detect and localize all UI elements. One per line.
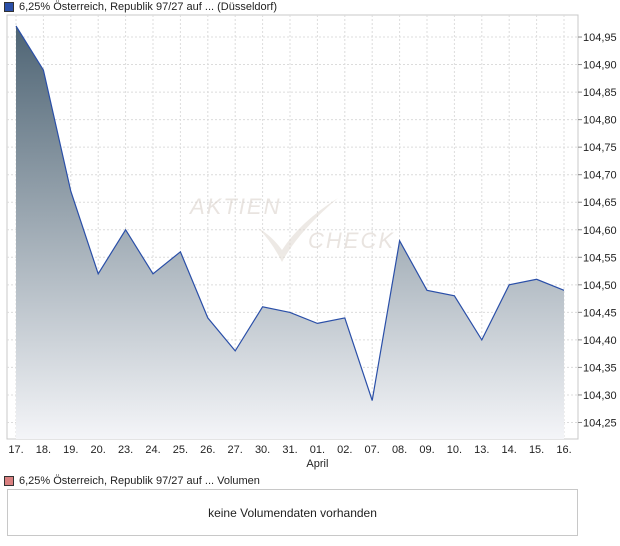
aktiencheck-watermark: AKTIEN CHECK [188, 194, 395, 262]
price-area-fill [16, 26, 564, 439]
price-chart: AKTIEN CHECK 104,25104,30104,35104,40104… [6, 14, 617, 470]
x-tick-label: 08. [392, 444, 407, 456]
x-tick-label: 01. [310, 444, 325, 456]
x-tick-label: 30. [255, 444, 270, 456]
x-tick-label: 15. [529, 444, 544, 456]
x-tick-label: 23. [118, 444, 133, 456]
price-legend-label: 6,25% Österreich, Republik 97/27 auf ...… [19, 1, 278, 13]
y-tick-label: 104,75 [583, 142, 617, 154]
x-tick-label: 27. [228, 444, 243, 456]
volume-legend: 6,25% Österreich, Republik 97/27 auf ...… [4, 474, 260, 488]
x-tick-label: 31. [282, 444, 297, 456]
x-tick-label: 25. [173, 444, 188, 456]
x-tick-label: 18. [36, 444, 51, 456]
y-tick-label: 104,95 [583, 32, 617, 44]
y-tick-label: 104,45 [583, 307, 617, 319]
x-tick-label: 14. [502, 444, 517, 456]
y-tick-label: 104,70 [583, 170, 617, 182]
price-line [15, 25, 565, 401]
y-tick-label: 104,55 [583, 252, 617, 264]
x-tick-label: 07. [365, 444, 380, 456]
x-tick-label: 24. [145, 444, 160, 456]
watermark-check-icon [258, 198, 338, 262]
x-axis-labels: 17. 18. 19. 20. 23. 24. 25. 26. 27. 30. 31. 01. 02. 0… [8, 444, 571, 470]
y-tick-label: 104,85 [583, 87, 617, 99]
x-tick-label: 20. [91, 444, 106, 456]
x-tick-label: 09. [419, 444, 434, 456]
watermark-line2: CHECK [308, 228, 395, 253]
y-axis-labels: 104,25 104,30 104,35 104,40 104,45 104,50 104,… [583, 32, 617, 429]
y-tick-label: 104,65 [583, 197, 617, 209]
price-legend: 6,25% Österreich, Republik 97/27 auf ...… [4, 0, 277, 14]
x-tick-label: 17. [8, 444, 23, 456]
x-tick-label: 13. [474, 444, 489, 456]
y-tick-label: 104,30 [583, 390, 617, 402]
volume-empty-message: keine Volumendaten vorhanden [208, 505, 377, 520]
x-tick-label: 16. [556, 444, 571, 456]
watermark-line1: AKTIEN [188, 194, 281, 219]
y-tick-label: 104,50 [583, 280, 617, 292]
x-tick-label: 10. [447, 444, 462, 456]
volume-legend-swatch [4, 476, 14, 486]
y-tick-label: 104,90 [583, 60, 617, 72]
x-tick-label: 02. [337, 444, 352, 456]
x-tick-label: 19. [63, 444, 78, 456]
price-legend-swatch [4, 2, 14, 12]
volume-legend-label: 6,25% Österreich, Republik 97/27 auf ...… [19, 475, 260, 487]
y-tick-label: 104,25 [583, 417, 617, 429]
x-month-label: April [306, 458, 328, 470]
y-tick-label: 104,80 [583, 115, 617, 127]
y-tick-label: 104,40 [583, 335, 617, 347]
volume-panel: keine Volumendaten vorhanden [7, 489, 578, 536]
y-tick-label: 104,35 [583, 362, 617, 374]
x-tick-label: 26. [200, 444, 215, 456]
y-tick-label: 104,60 [583, 225, 617, 237]
